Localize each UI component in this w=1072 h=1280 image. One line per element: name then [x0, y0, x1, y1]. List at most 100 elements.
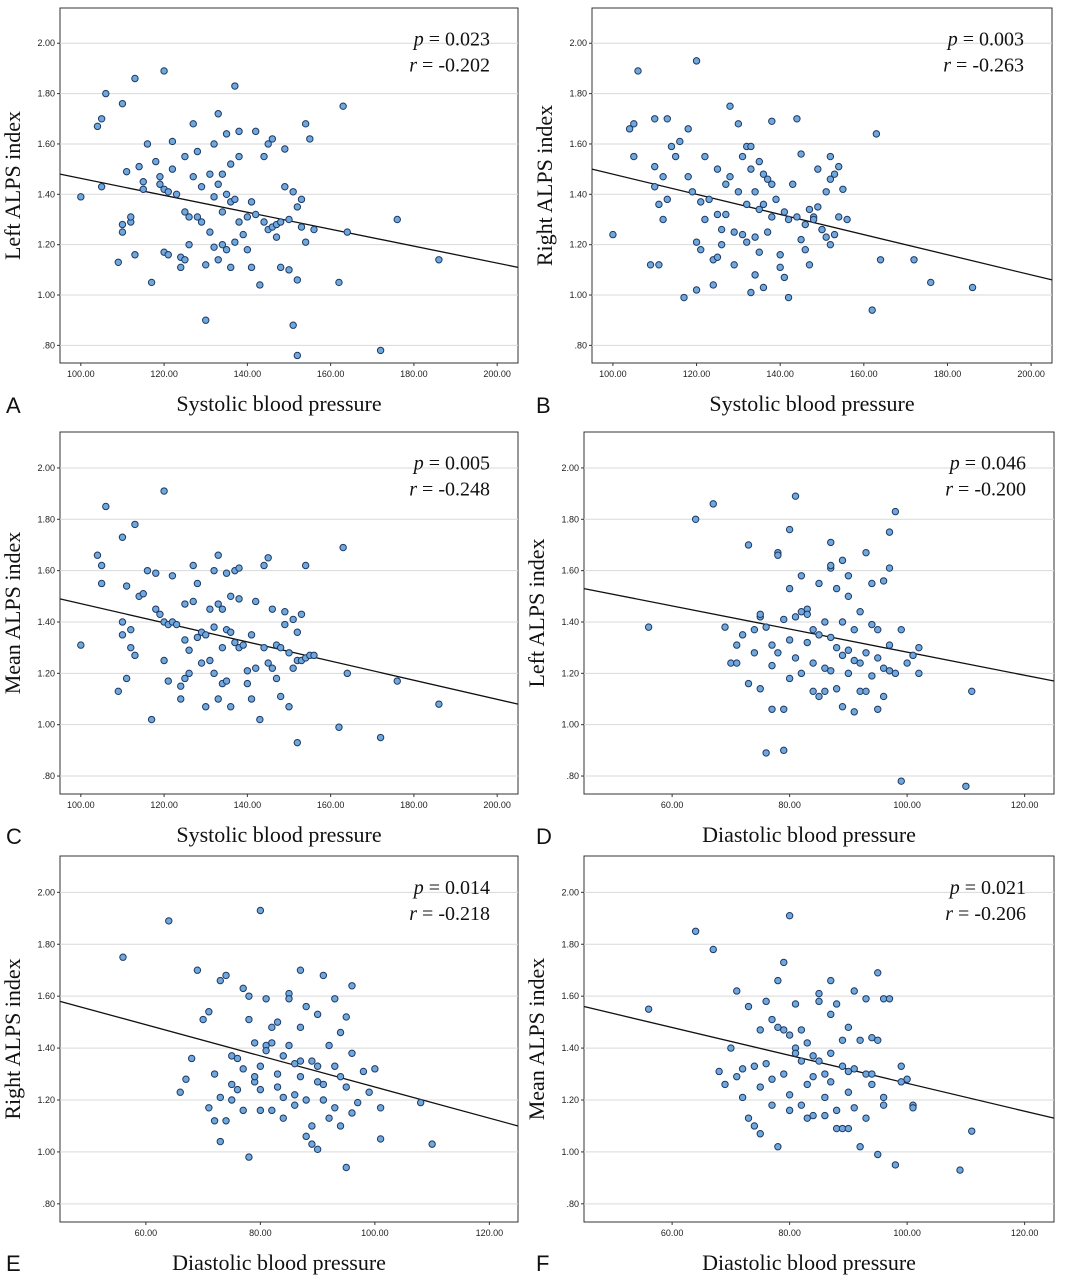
data-point [709, 281, 717, 289]
data-point [655, 261, 663, 269]
data-point [805, 261, 814, 269]
data-point [354, 1098, 362, 1107]
data-point [809, 1111, 817, 1120]
data-point [185, 240, 193, 249]
data-point [376, 1104, 385, 1112]
data-point [801, 220, 809, 229]
data-point [915, 669, 923, 678]
data-point [791, 654, 800, 662]
data-point [744, 679, 753, 688]
data-point [164, 188, 172, 196]
data-point [785, 1091, 794, 1099]
data-point [239, 984, 247, 993]
data-point [768, 661, 776, 670]
data-point [671, 152, 680, 161]
data-point [102, 502, 110, 511]
data-point [214, 600, 222, 608]
data-point [342, 1163, 350, 1172]
data-point [815, 997, 823, 1006]
data-point [293, 351, 302, 360]
data-point [876, 256, 885, 264]
data-point [826, 175, 835, 183]
data-point [885, 995, 894, 1003]
data-point [891, 669, 900, 678]
data-point [210, 566, 218, 575]
data-point [738, 230, 747, 239]
data-point [885, 667, 894, 675]
data-point [768, 213, 776, 221]
data-point [268, 1023, 276, 1032]
panel-f: .80 1.00 1.20 1.40 1.60 1.80 2.00 60.00 80.00 100… [524, 848, 1072, 1280]
data-point [793, 115, 801, 123]
y-tick-label: 1.80 [569, 89, 587, 99]
scatter-chart-f: .80 1.00 1.20 1.40 1.60 1.80 2.00 60.00 80.00 100… [524, 855, 1055, 1275]
data-point [844, 1088, 853, 1096]
data-point [160, 487, 168, 495]
data-point [206, 656, 214, 665]
data-point [227, 263, 235, 272]
data-point [721, 623, 729, 631]
p-value-label: p = 0.021 [948, 877, 1026, 899]
data-point [214, 180, 222, 188]
y-tick-label: 1.20 [37, 1095, 55, 1105]
scatter-chart-e: .80 1.00 1.20 1.40 1.60 1.80 2.00 60.00 80.00 100… [0, 855, 519, 1275]
data-point [803, 1114, 811, 1122]
x-tick-label: 200.00 [1017, 369, 1045, 379]
data-point [135, 162, 143, 171]
y-axis-label: Right ALPS index [0, 958, 25, 1119]
data-point [709, 500, 717, 508]
data-point [227, 160, 235, 168]
data-point [885, 564, 894, 572]
data-point [850, 1065, 858, 1073]
data-point [747, 142, 755, 151]
data-point [663, 195, 671, 204]
data-point [118, 99, 127, 108]
data-point [285, 1041, 293, 1050]
y-tick-label: 1.60 [561, 566, 579, 576]
data-point [768, 180, 776, 188]
data-point [968, 1127, 976, 1135]
data-point [738, 152, 747, 161]
data-point [189, 120, 197, 128]
data-point [193, 633, 202, 642]
r-value-label: r = -0.248 [409, 479, 490, 501]
data-point [962, 782, 970, 790]
data-point [713, 165, 722, 173]
data-point [722, 210, 730, 219]
data-point [827, 1010, 835, 1019]
data-point [730, 228, 738, 236]
data-point [235, 595, 243, 603]
data-point [296, 1057, 305, 1065]
x-tick-label: 140.00 [234, 800, 262, 810]
y-tick-label: 1.60 [37, 991, 55, 1001]
data-point [897, 1062, 905, 1070]
data-point [336, 1028, 345, 1037]
data-point [185, 213, 193, 221]
data-point [701, 215, 709, 224]
data-point [177, 682, 185, 690]
data-point [235, 564, 243, 572]
data-point [193, 966, 202, 974]
data-point [821, 1111, 829, 1120]
data-point [827, 538, 835, 547]
data-point [279, 1093, 287, 1102]
data-point [342, 1013, 350, 1021]
data-point [713, 210, 722, 219]
data-point [293, 203, 302, 211]
data-point [222, 190, 231, 199]
data-point [838, 618, 847, 626]
data-point [251, 664, 260, 672]
x-tick-label: 60.00 [661, 800, 684, 810]
data-point [868, 579, 876, 588]
data-point [872, 130, 881, 138]
y-tick-label: 1.80 [561, 939, 579, 949]
data-point [264, 659, 272, 667]
data-point [701, 152, 709, 161]
data-point [235, 218, 243, 226]
data-point [803, 638, 811, 647]
data-point [325, 1114, 333, 1122]
data-point [256, 1106, 265, 1115]
data-point [793, 213, 801, 221]
data-point [376, 346, 385, 355]
data-point [684, 172, 692, 181]
